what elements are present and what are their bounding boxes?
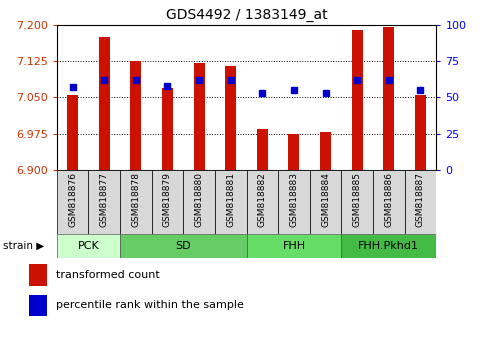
Text: GSM818887: GSM818887 xyxy=(416,172,425,227)
Text: transformed count: transformed count xyxy=(56,270,159,280)
Text: GSM818878: GSM818878 xyxy=(131,172,141,227)
FancyBboxPatch shape xyxy=(310,170,341,234)
FancyBboxPatch shape xyxy=(88,170,120,234)
FancyBboxPatch shape xyxy=(405,170,436,234)
Text: strain ▶: strain ▶ xyxy=(3,241,44,251)
Text: GSM818886: GSM818886 xyxy=(385,172,393,227)
Text: GSM818881: GSM818881 xyxy=(226,172,235,227)
Text: FHH.Pkhd1: FHH.Pkhd1 xyxy=(358,241,420,251)
FancyBboxPatch shape xyxy=(183,170,215,234)
Text: GSM818882: GSM818882 xyxy=(258,172,267,227)
FancyBboxPatch shape xyxy=(215,170,246,234)
FancyBboxPatch shape xyxy=(152,170,183,234)
FancyBboxPatch shape xyxy=(341,234,436,258)
FancyBboxPatch shape xyxy=(246,170,278,234)
Text: GSM818883: GSM818883 xyxy=(289,172,298,227)
Text: PCK: PCK xyxy=(77,241,99,251)
Bar xyxy=(415,95,426,170)
Text: FHH: FHH xyxy=(282,241,306,251)
Bar xyxy=(162,88,173,170)
Bar xyxy=(29,264,47,285)
Bar xyxy=(67,95,78,170)
Bar xyxy=(225,66,236,170)
FancyBboxPatch shape xyxy=(57,170,88,234)
Bar xyxy=(288,134,299,170)
Bar xyxy=(257,129,268,170)
Title: GDS4492 / 1383149_at: GDS4492 / 1383149_at xyxy=(166,8,327,22)
Bar xyxy=(194,63,205,170)
Text: SD: SD xyxy=(176,241,191,251)
FancyBboxPatch shape xyxy=(278,170,310,234)
Bar xyxy=(352,30,363,170)
FancyBboxPatch shape xyxy=(373,170,405,234)
FancyBboxPatch shape xyxy=(57,234,120,258)
Bar xyxy=(130,61,141,170)
Text: GSM818877: GSM818877 xyxy=(100,172,108,227)
Bar xyxy=(320,132,331,170)
FancyBboxPatch shape xyxy=(120,234,246,258)
Bar xyxy=(29,295,47,316)
FancyBboxPatch shape xyxy=(246,234,341,258)
FancyBboxPatch shape xyxy=(120,170,152,234)
Text: GSM818884: GSM818884 xyxy=(321,172,330,227)
Text: GSM818876: GSM818876 xyxy=(68,172,77,227)
FancyBboxPatch shape xyxy=(341,170,373,234)
Text: percentile rank within the sample: percentile rank within the sample xyxy=(56,300,244,310)
Bar xyxy=(99,37,109,170)
Text: GSM818879: GSM818879 xyxy=(163,172,172,227)
Text: GSM818880: GSM818880 xyxy=(195,172,204,227)
Text: GSM818885: GSM818885 xyxy=(352,172,362,227)
Bar xyxy=(384,27,394,170)
